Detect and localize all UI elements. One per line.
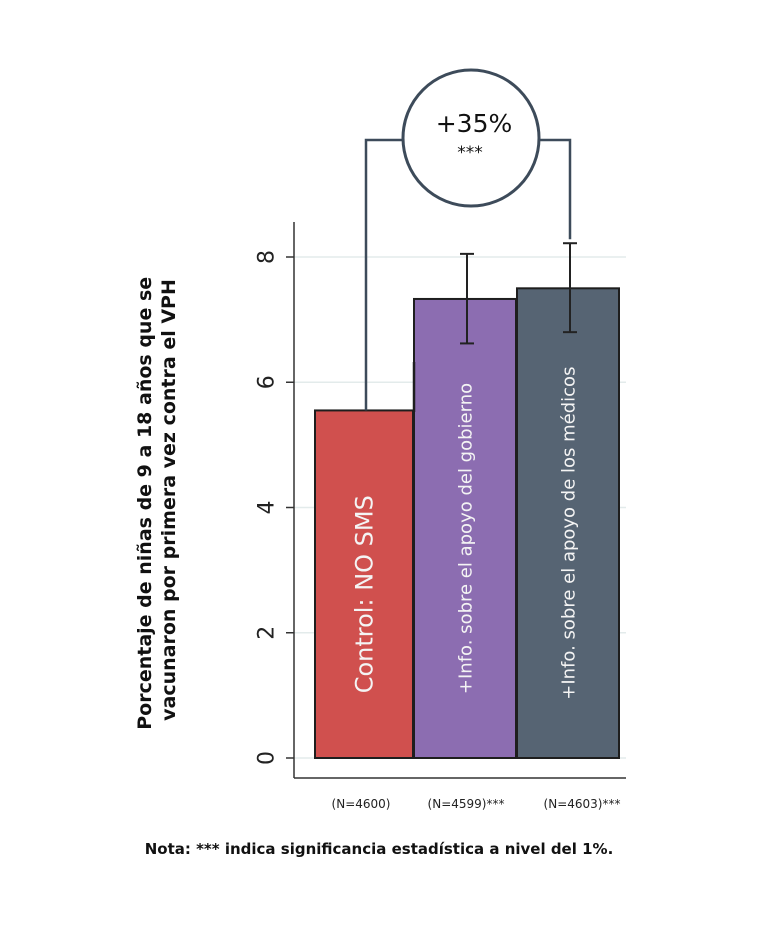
y-tick-label: 2 <box>255 626 280 640</box>
bar <box>413 297 517 759</box>
annotation-circle <box>401 68 541 208</box>
y-tick-label: 6 <box>255 375 280 389</box>
bar <box>516 287 620 759</box>
connector-line-left <box>364 138 410 411</box>
annotation-significance: *** <box>457 143 483 163</box>
sample-size-labels: (N=4600) (N=4599)*** (N=4603)*** <box>332 797 621 811</box>
y-axis-label-line-2: vacunaron por primera vez contra el VPH <box>158 279 180 721</box>
y-tick-label: 4 <box>255 501 280 515</box>
bar-labels: Control: NO SMS +Info. sobre el apoyo del… <box>350 367 579 700</box>
y-axis-label: Porcentaje de niñas de 9 a 18 años que s… <box>134 270 180 730</box>
bar-label: +Info. sobre el apoyo del gobierno <box>455 383 476 694</box>
y-tick-label: 8 <box>255 250 280 264</box>
sample-size-label: (N=4599)*** <box>428 797 505 811</box>
error-bars <box>460 242 577 345</box>
annotation-value: +35% <box>436 109 513 138</box>
significance-connector: +35% *** <box>364 68 572 411</box>
footnote: Nota: *** indica significancia estadísti… <box>144 840 614 858</box>
y-tick-label: 0 <box>255 751 280 765</box>
bars <box>314 287 620 759</box>
bar-label: Control: NO SMS <box>350 495 378 693</box>
axes <box>293 222 626 779</box>
connector-line-right <box>533 138 572 240</box>
y-ticks: 0 2 4 6 8 <box>255 250 294 765</box>
bar-label: +Info. sobre el apoyo de los médicos <box>558 367 579 700</box>
y-axis-label-line-1: Porcentaje de niñas de 9 a 18 años que s… <box>134 277 156 730</box>
sample-size-label: (N=4600) <box>332 797 391 811</box>
sample-size-label: (N=4603)*** <box>544 797 621 811</box>
bar <box>314 409 414 759</box>
